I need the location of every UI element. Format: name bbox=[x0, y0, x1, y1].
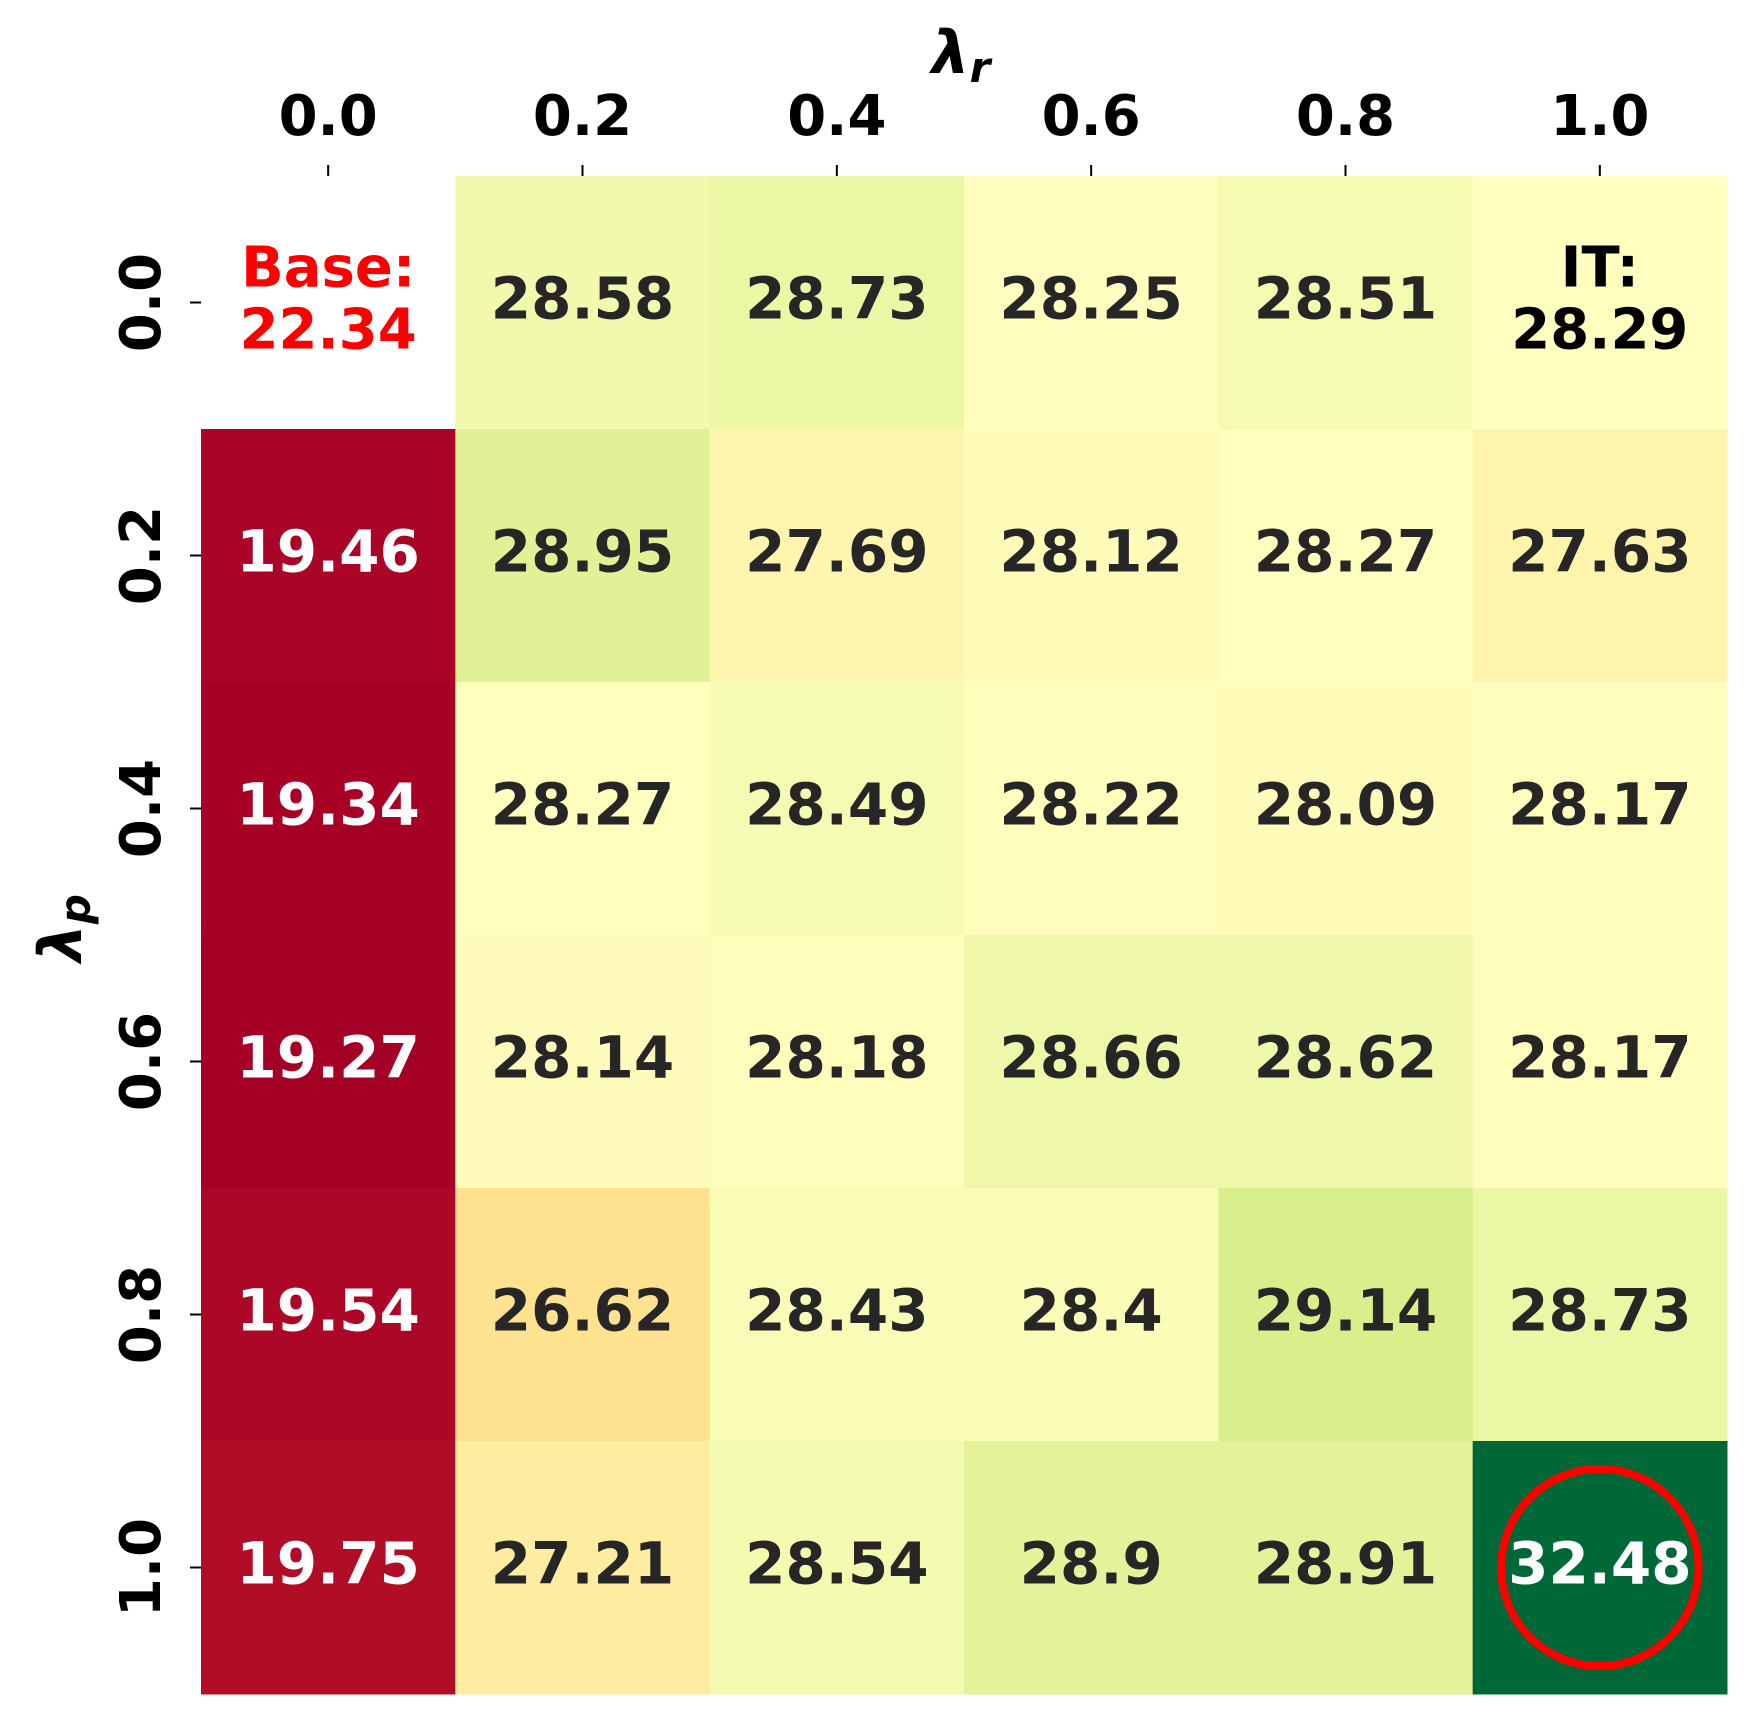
cell-label: 28.73 bbox=[745, 265, 928, 333]
cell-label: 27.63 bbox=[1508, 518, 1691, 586]
cell-label: 28.22 bbox=[999, 771, 1182, 839]
y-tick-label: 0.2 bbox=[109, 506, 174, 605]
cell-label: 28.17 bbox=[1508, 771, 1691, 839]
axis-symbol: λ bbox=[929, 18, 970, 88]
cell-label: 28.66 bbox=[999, 1024, 1182, 1092]
x-tick-label: 0.6 bbox=[1042, 84, 1141, 149]
y-tick-label: 0.0 bbox=[109, 253, 174, 352]
heatmap-cell bbox=[455, 682, 711, 936]
y-label: λp bbox=[26, 894, 100, 965]
cell-label: 28.25 bbox=[999, 265, 1182, 333]
heatmap-cell bbox=[964, 176, 1219, 430]
heatmap-cell bbox=[1218, 1441, 1474, 1695]
heatmap-cell bbox=[455, 1188, 711, 1442]
y-tick-label: 1.0 bbox=[109, 1518, 174, 1617]
cell-label: IT: 28.29 bbox=[1511, 236, 1688, 363]
cell-label: 28.43 bbox=[745, 1277, 928, 1345]
cell-label: 28.58 bbox=[491, 265, 674, 333]
heatmap-cell bbox=[1218, 429, 1474, 683]
heatmap-cell bbox=[1218, 682, 1474, 936]
heatmap-cell bbox=[709, 1188, 965, 1442]
x-tick-label: 0.8 bbox=[1296, 84, 1395, 149]
cell-label: 28.91 bbox=[1254, 1530, 1437, 1598]
heatmap-cell bbox=[1472, 1188, 1728, 1442]
x-tick-label: 0.2 bbox=[533, 84, 632, 149]
heatmap-cell bbox=[455, 429, 711, 683]
heatmap-cell bbox=[201, 429, 456, 683]
axis-symbol: λ bbox=[26, 924, 96, 965]
heatmap-cell bbox=[201, 935, 456, 1189]
heatmap-cell bbox=[709, 176, 965, 430]
cell-label: 27.69 bbox=[745, 518, 928, 586]
x-tick-label: 0.4 bbox=[787, 84, 886, 149]
y-label: λp bbox=[26, 894, 100, 965]
heatmap-cell bbox=[1472, 935, 1728, 1189]
x-label: λr bbox=[929, 18, 993, 92]
heatmap-cell bbox=[201, 682, 456, 936]
heatmap-cell bbox=[964, 935, 1219, 1189]
cell-label: 28.4 bbox=[1020, 1277, 1163, 1345]
heatmap-cell bbox=[1218, 935, 1474, 1189]
heatmap-cell bbox=[201, 176, 456, 430]
axis-subscript: p bbox=[51, 894, 100, 925]
x-tick-label: 0.0 bbox=[279, 84, 378, 149]
cell-label: 29.14 bbox=[1254, 1277, 1437, 1345]
x-label: λr bbox=[929, 18, 993, 92]
cell-label: 28.54 bbox=[745, 1530, 928, 1598]
heatmap-cell bbox=[455, 1441, 711, 1695]
heatmap-cell bbox=[1218, 176, 1474, 430]
cell-label: 19.27 bbox=[236, 1024, 419, 1092]
y-tick-label: 0.8 bbox=[109, 1265, 174, 1364]
cell-label: 32.48 bbox=[1508, 1530, 1691, 1598]
cell-label: 28.49 bbox=[745, 771, 928, 839]
cell-label: 28.62 bbox=[1254, 1024, 1437, 1092]
heatmap-cell bbox=[709, 682, 965, 936]
cell-label: 28.73 bbox=[1508, 1277, 1691, 1345]
heatmap-cell bbox=[1472, 682, 1728, 936]
heatmap-cell bbox=[1472, 176, 1728, 430]
heatmap-cell bbox=[709, 1441, 965, 1695]
cell-label: 27.21 bbox=[491, 1530, 674, 1598]
heatmap-cell bbox=[964, 1441, 1219, 1695]
cell-label: 19.75 bbox=[236, 1530, 419, 1598]
y-tick-label: 0.6 bbox=[109, 1012, 174, 1111]
cell-label: 28.27 bbox=[491, 771, 674, 839]
cell-label: 28.17 bbox=[1508, 1024, 1691, 1092]
cell-label: 19.46 bbox=[236, 518, 419, 586]
axis-subscript: r bbox=[970, 43, 993, 92]
heatmap-cell bbox=[964, 1188, 1219, 1442]
cell-label: 19.54 bbox=[236, 1277, 419, 1345]
cell-label: 28.27 bbox=[1254, 518, 1437, 586]
cell-label: 28.14 bbox=[491, 1024, 674, 1092]
cell-label: 19.34 bbox=[236, 771, 419, 839]
heatmap-cell bbox=[709, 935, 965, 1189]
heatmap-cell bbox=[1218, 1188, 1474, 1442]
heatmap-cell bbox=[964, 682, 1219, 936]
x-tick-label: 1.0 bbox=[1550, 84, 1649, 149]
cell-label: 28.18 bbox=[745, 1024, 928, 1092]
cell-label: 28.9 bbox=[1020, 1530, 1163, 1598]
cell-label: Base: 22.34 bbox=[240, 236, 417, 363]
cell-label: 26.62 bbox=[491, 1277, 674, 1345]
heatmap-cell bbox=[964, 429, 1219, 683]
heatmap-cell bbox=[201, 1441, 456, 1695]
heatmap-cell bbox=[455, 176, 711, 430]
cell-label: 28.09 bbox=[1254, 771, 1437, 839]
cell-label: 28.95 bbox=[491, 518, 674, 586]
heatmap-cell bbox=[1472, 1441, 1728, 1695]
heatmap-cell bbox=[455, 935, 711, 1189]
heatmap-cell bbox=[709, 429, 965, 683]
highlight-circle bbox=[1497, 1464, 1703, 1671]
heatmap-cell bbox=[201, 1188, 456, 1442]
cell-label: 28.12 bbox=[999, 518, 1182, 586]
y-tick-label: 0.4 bbox=[109, 759, 174, 858]
cell-label: 28.51 bbox=[1254, 265, 1437, 333]
heatmap-cell bbox=[1472, 429, 1728, 683]
